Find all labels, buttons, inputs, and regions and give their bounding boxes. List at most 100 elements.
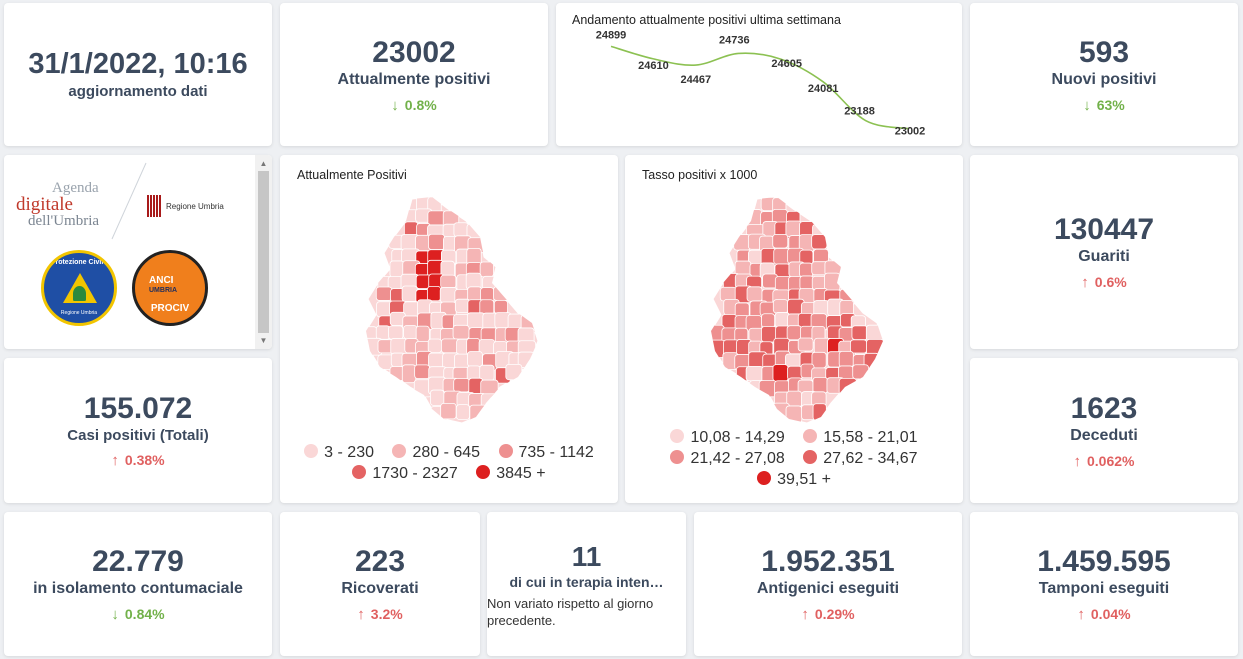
municipality-area[interactable]: [428, 233, 445, 250]
scroll-thumb[interactable]: [258, 171, 269, 333]
municipality-area[interactable]: [865, 324, 883, 342]
municipality-area[interactable]: [812, 376, 828, 394]
legend-swatch: [757, 471, 772, 485]
arrow-down-icon: ↓: [391, 96, 399, 114]
municipality-area[interactable]: [493, 299, 508, 315]
municipality-area[interactable]: [452, 324, 470, 340]
change-value: 0.04%: [1090, 606, 1131, 622]
change-value: 0.38%: [124, 452, 165, 468]
trend-data-label: 24605: [771, 58, 802, 70]
municipality-area[interactable]: [772, 299, 789, 314]
ricoverati-value: 223: [354, 545, 406, 578]
municipality-area[interactable]: [469, 404, 488, 423]
municipality-area[interactable]: [375, 325, 391, 340]
municipality-area[interactable]: [838, 350, 854, 368]
municipality-area[interactable]: [480, 393, 500, 410]
map-positivi: [365, 196, 539, 424]
isolamento-change: ↓ 0.84%: [111, 606, 164, 623]
municipality-area[interactable]: [453, 222, 469, 238]
municipality-area[interactable]: [479, 364, 495, 381]
municipality-area[interactable]: [414, 364, 431, 379]
municipality-area[interactable]: [430, 389, 445, 406]
municipality-area[interactable]: [388, 325, 404, 340]
municipality-area[interactable]: [733, 234, 751, 251]
municipality-area[interactable]: [772, 233, 789, 249]
legend-label: 735 - 1142: [518, 444, 594, 461]
agenda-logo-line3: dell'Umbria: [28, 213, 100, 229]
agenda-logo-line2: digitale: [16, 194, 73, 215]
municipality-area[interactable]: [708, 339, 726, 358]
municipality-area[interactable]: [401, 364, 417, 384]
casi-totali-card: 155.072 Casi positivi (Totali) ↑ 0.38%: [4, 358, 272, 503]
agenda-digitale-logo: Agenda digitale dell'Umbria: [16, 181, 126, 229]
antigenici-label: Antigenici eseguiti: [756, 580, 900, 597]
municipality-area[interactable]: [375, 286, 393, 301]
nuovi-positivi-card: 593 Nuovi positivi ↓ 63%: [970, 3, 1238, 146]
scroll-down-icon[interactable]: ▼: [259, 336, 268, 345]
municipality-area[interactable]: [786, 325, 802, 341]
municipality-area[interactable]: [427, 338, 442, 354]
municipality-area[interactable]: [467, 351, 483, 367]
legend-label: 280 - 645: [412, 444, 481, 461]
nuovi-positivi-label: Nuovi positivi: [1051, 70, 1157, 88]
guariti-change: ↑ 0.6%: [1081, 274, 1126, 291]
municipality-area[interactable]: [403, 325, 418, 340]
arrow-up-icon: ↑: [111, 452, 119, 469]
change-value: 63%: [1096, 96, 1125, 113]
casi-totali-change: ↑ 0.38%: [111, 452, 164, 469]
terapia-card: 11 di cui in terapia inten… Non variato …: [487, 512, 686, 656]
antigenici-value: 1.952.351: [761, 545, 895, 578]
municipality-area[interactable]: [852, 364, 869, 380]
municipality-area[interactable]: [851, 325, 868, 340]
legend-swatch: [392, 444, 407, 458]
municipality-area[interactable]: [505, 363, 523, 381]
municipality-area[interactable]: [811, 234, 828, 250]
legend-label: 39,51 +: [777, 471, 831, 488]
map-tasso-legend: 10,08 - 14,29 15,58 - 21,01 21,42 - 27,0…: [625, 427, 963, 490]
map-positivi-card: Attualmente Positivi 3 - 230 280 - 645 7…: [280, 155, 618, 503]
municipality-area[interactable]: [455, 404, 470, 420]
municipality-area[interactable]: [799, 275, 814, 291]
logos-scrollbar[interactable]: ▲ ▼: [255, 155, 272, 349]
legend-item: 10,08 - 14,29: [670, 427, 785, 448]
isolamento-label: in isolamento contumaciale: [33, 580, 243, 597]
map-positivi-legend: 3 - 230 280 - 645 735 - 1142 1730 - 2327…: [280, 442, 618, 484]
municipality-area[interactable]: [401, 285, 418, 302]
nuovi-positivi-value: 593: [1078, 35, 1130, 69]
trend-chart-title: Andamento attualmente positivi ultima se…: [572, 13, 841, 27]
trend-data-label: 24610: [638, 60, 669, 72]
legend-item: 27,62 - 34,67: [803, 448, 918, 469]
arrow-down-icon: ↓: [1083, 96, 1091, 114]
update-card: 31/1/2022, 10:16 aggiornamento dati: [4, 3, 272, 146]
legend-swatch: [352, 465, 367, 479]
municipality-area[interactable]: [415, 325, 430, 343]
logos-card: Agenda digitale dell'Umbria Regione Umbr…: [4, 155, 272, 349]
municipality-area[interactable]: [772, 364, 789, 382]
municipality-area[interactable]: [799, 262, 814, 278]
trend-chart-card: Andamento attualmente positivi ultima se…: [556, 3, 962, 146]
municipality-area[interactable]: [745, 366, 764, 382]
protezione-civile-logo: Protezione Civile Regione Umbria: [41, 250, 117, 326]
municipality-area[interactable]: [440, 274, 457, 289]
municipality-area[interactable]: [838, 377, 857, 396]
municipality-area[interactable]: [479, 261, 494, 278]
legend-item: 3 - 230: [304, 442, 374, 463]
change-value: 0.8%: [404, 96, 437, 113]
ricoverati-card: 223 Ricoverati ↑ 3.2%: [280, 512, 480, 656]
municipality-area[interactable]: [785, 220, 802, 238]
municipality-area[interactable]: [440, 402, 457, 420]
guariti-value: 130447: [1053, 213, 1155, 246]
municipality-area[interactable]: [797, 337, 814, 352]
municipality-area[interactable]: [761, 313, 776, 328]
municipality-area[interactable]: [389, 366, 405, 381]
arrow-down-icon: ↓: [111, 606, 119, 623]
scroll-up-icon[interactable]: ▲: [259, 159, 268, 168]
tamponi-card: 1.459.595 Tamponi eseguiti ↑ 0.04%: [970, 512, 1238, 656]
municipality-area[interactable]: [850, 339, 868, 354]
municipality-area[interactable]: [453, 378, 470, 393]
change-value: 3.2%: [370, 606, 403, 622]
municipality-area[interactable]: [426, 285, 442, 302]
municipality-area[interactable]: [746, 286, 763, 302]
legend-swatch: [304, 444, 319, 458]
municipality-area[interactable]: [719, 286, 737, 302]
